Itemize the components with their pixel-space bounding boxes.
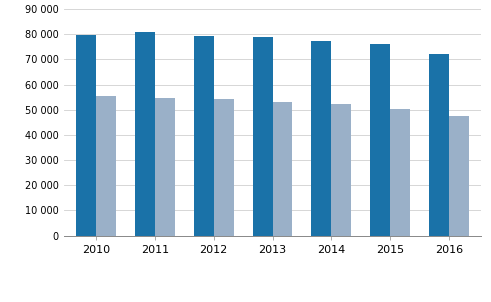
- Bar: [273, 102, 293, 236]
- Bar: [96, 96, 116, 236]
- Bar: [429, 54, 449, 236]
- Bar: [155, 98, 175, 236]
- Legend: T&k-henkilöstö, Tutkimustyövuodet: T&k-henkilöstö, Tutkimustyövuodet: [159, 298, 386, 302]
- Bar: [252, 37, 273, 236]
- Bar: [331, 104, 351, 236]
- Bar: [194, 36, 214, 236]
- Bar: [135, 32, 155, 236]
- Bar: [214, 99, 234, 236]
- Bar: [76, 36, 96, 236]
- Bar: [449, 116, 469, 236]
- Bar: [390, 109, 410, 236]
- Bar: [370, 44, 390, 236]
- Bar: [311, 41, 331, 236]
